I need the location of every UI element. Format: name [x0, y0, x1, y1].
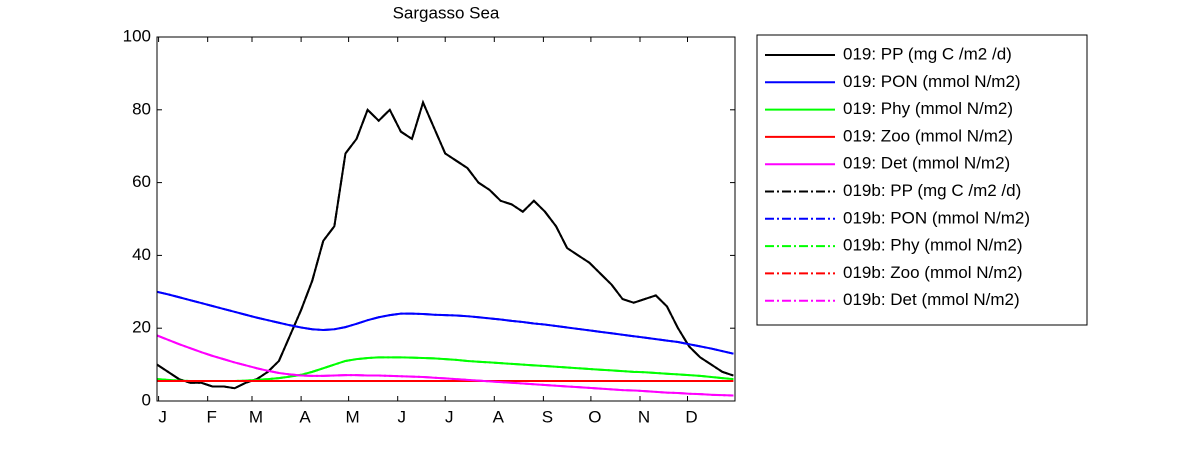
y-tick-label: 20: [132, 318, 151, 337]
x-tick-label: A: [299, 407, 311, 426]
legend-label: 019: Det (mmol N/m2): [843, 154, 1010, 173]
legend-label: 019: Phy (mmol N/m2): [843, 99, 1013, 118]
x-tick-label: J: [397, 407, 406, 426]
y-tick-label: 80: [132, 99, 151, 118]
x-tick-label: N: [638, 407, 650, 426]
x-tick-label: J: [445, 407, 454, 426]
x-tick-label: M: [249, 407, 263, 426]
legend-label: 019b: Phy (mmol N/m2): [843, 236, 1023, 255]
series-line: [156, 334, 734, 397]
axes-box: [156, 36, 736, 402]
legend-label: 019b: Det (mmol N/m2): [843, 290, 1020, 309]
x-tick-label: O: [588, 407, 601, 426]
y-tick-label: 40: [132, 245, 151, 264]
chart-title: Sargasso Sea: [393, 3, 500, 22]
x-tick-label: F: [206, 407, 216, 426]
series-line: [156, 290, 734, 355]
y-tick-label: 60: [132, 172, 151, 191]
legend-label: 019: PON (mmol N/m2): [843, 72, 1021, 91]
x-tick-label: A: [493, 407, 505, 426]
legend-label: 019b: PP (mg C /m2 /d): [843, 181, 1021, 200]
legend-label: 019b: Zoo (mmol N/m2): [843, 263, 1023, 282]
legend-label: 019b: PON (mmol N/m2): [843, 208, 1030, 227]
x-tick-label: S: [542, 407, 553, 426]
x-tick-label: J: [158, 407, 167, 426]
plot-area: [157, 37, 735, 401]
y-tick-label: 0: [142, 390, 151, 409]
legend-box: [756, 34, 1088, 326]
y-tick-label: 100: [123, 26, 151, 45]
x-tick-label: M: [346, 407, 360, 426]
legend-label: 019: Zoo (mmol N/m2): [843, 126, 1013, 145]
x-tick-label: D: [685, 407, 697, 426]
legend-label: 019: PP (mg C /m2 /d): [843, 44, 1012, 63]
